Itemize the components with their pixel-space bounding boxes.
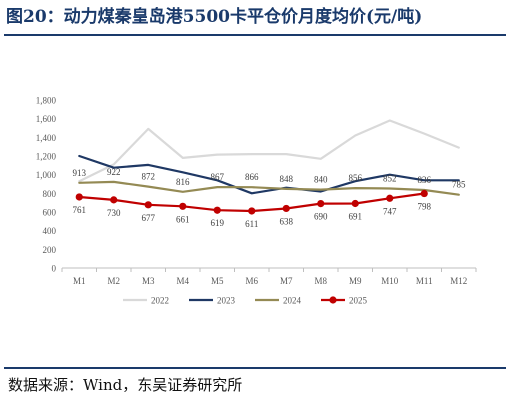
data-label: 785 [452,180,466,190]
x-tick-label: M5 [211,276,224,286]
data-point-2025 [144,201,152,209]
x-tick-label: M1 [73,276,86,286]
source-note: 数据来源：Wind，东吴证券研究所 [8,376,243,394]
data-point-2025 [75,193,83,201]
data-point-2025 [213,206,221,214]
line-chart: 0 200 400 600 800 1,000 1,200 1,400 1,600 1,800 M1… [36,96,477,306]
x-tick-label: M6 [245,276,258,286]
data-point-2025 [248,207,256,215]
x-tick-label: M7 [280,276,293,286]
data-label: 913 [73,168,87,178]
data-label: 866 [245,172,259,182]
y-tick-label: 1,000 [36,170,57,180]
series-line-2023 [78,154,460,195]
y-tick-label: 1,200 [36,152,57,162]
x-tick-label: M9 [349,276,362,286]
data-point-2025 [282,204,290,213]
y-tick-label: 0 [52,264,57,274]
data-label: 836 [418,175,432,185]
x-tick-label: M12 [450,276,467,286]
legend-label-2024: 2024 [283,296,302,306]
data-label: 747 [383,206,397,216]
data-point-2025 [179,202,187,210]
data-label: 852 [383,173,397,183]
y-tick-label: 1,400 [36,133,57,143]
data-label: 730 [107,208,121,218]
data-point-2025 [420,189,428,198]
title-divider [4,34,506,36]
data-point-2025 [351,199,359,208]
data-point-2025 [386,194,394,202]
x-tick-label: M8 [314,276,327,286]
legend-label-2022: 2022 [151,296,169,306]
data-label: 848 [280,174,294,184]
series-line-2022 [78,119,460,183]
data-label: 816 [176,177,190,187]
y-tick-label: 1,600 [36,114,57,124]
data-label: 677 [142,213,156,223]
data-label: 867 [211,172,225,182]
figure-title: 图20：动力煤秦皇岛港5500卡平仓价月度均价(元/吨) [6,7,423,27]
y-tick-label: 800 [43,189,57,199]
legend-label-2023: 2023 [217,296,236,306]
series-line-2024 [78,180,460,196]
data-label: 611 [245,219,258,229]
source-divider [4,367,506,369]
data-label: 872 [142,172,156,182]
data-label: 691 [349,212,363,222]
data-label: 922 [107,167,121,177]
data-point-2025 [110,196,118,204]
x-tick-label: M11 [416,276,433,286]
data-label: 638 [280,216,294,226]
data-label: 690 [314,212,328,222]
legend-marker-2025 [329,296,337,304]
x-tick-label: M10 [381,276,399,286]
y-tick-label: 600 [43,208,57,218]
y-tick-label: 200 [43,245,57,255]
data-label: 856 [349,173,363,183]
x-tick-label: M3 [142,276,155,286]
data-label: 761 [73,205,87,215]
data-label: 798 [418,202,432,212]
data-label: 619 [211,218,225,228]
x-tick-label: M2 [107,276,120,286]
y-tick-label: 400 [43,226,57,236]
legend-label-2025: 2025 [349,296,368,306]
data-point-2025 [317,200,325,208]
data-label: 840 [314,175,328,185]
data-label: 661 [176,214,190,224]
x-tick-label: M4 [176,276,189,286]
y-tick-label: 1,800 [36,96,57,106]
